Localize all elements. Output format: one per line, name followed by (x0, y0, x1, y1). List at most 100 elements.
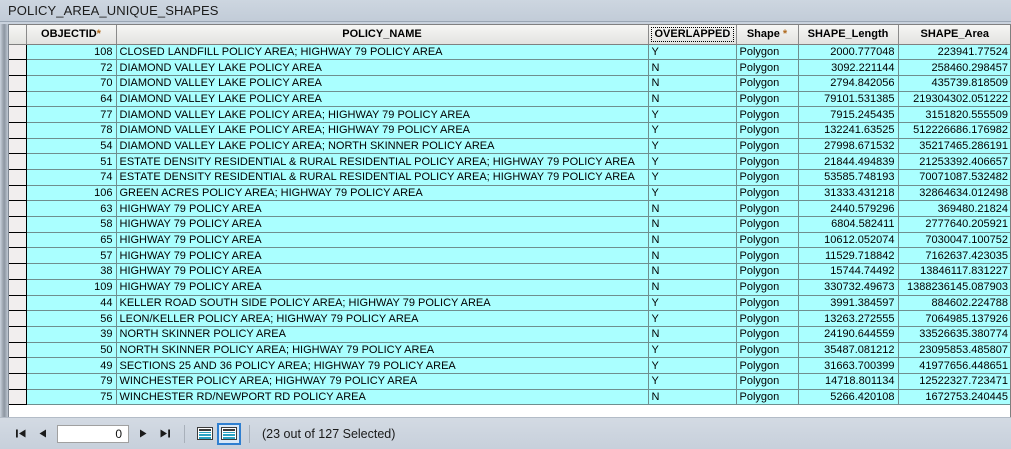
row-cell-objectid[interactable]: 64 (26, 91, 117, 108)
row-cell-objectid[interactable]: 70 (26, 75, 117, 92)
last-record-button[interactable] (154, 424, 176, 444)
row-cell-overlapped[interactable]: Y (648, 44, 737, 61)
row-cell-overlapped[interactable]: N (648, 279, 737, 296)
table-row[interactable]: 44 KELLER ROAD SOUTH SIDE POLICY AREA; HI… (9, 294, 1010, 312)
row-cell-shape[interactable]: Polygon (736, 326, 799, 343)
row-cell-overlapped[interactable]: Y (648, 357, 737, 374)
row-selector-cell[interactable] (9, 169, 27, 186)
row-cell-objectid[interactable]: 57 (26, 247, 117, 265)
row-selector-cell[interactable] (9, 372, 27, 390)
row-cell-shape-length[interactable]: 10612.052074 (798, 232, 899, 249)
table-row[interactable]: 106 GREEN ACRES POLICY AREA; HIGHWAY 79 P… (9, 184, 1010, 202)
table-view-button[interactable] (193, 423, 217, 445)
row-cell-shape-area[interactable]: 258460.298457 (898, 59, 1010, 76)
row-cell-shape[interactable]: Polygon (736, 295, 799, 312)
row-cell-shape-length[interactable]: 2440.579296 (798, 200, 899, 218)
row-cell-shape-length[interactable]: 132241.63525 (798, 122, 899, 139)
row-cell-shape-length[interactable]: 79101.531385 (798, 91, 899, 108)
row-selector-cell[interactable] (9, 137, 27, 155)
row-cell-objectid[interactable]: 56 (26, 310, 117, 327)
row-cell-shape[interactable]: Polygon (736, 263, 799, 280)
row-cell-policy-name[interactable]: LEON/KELLER POLICY AREA; HIGHWAY 79 POLI… (116, 310, 649, 327)
row-cell-shape-area[interactable]: 223941.77524 (898, 44, 1010, 61)
row-cell-policy-name[interactable]: ESTATE DENSITY RESIDENTIAL & RURAL RESID… (116, 153, 649, 170)
row-cell-shape-area[interactable]: 1388236145.087903 (898, 279, 1010, 296)
row-cell-policy-name[interactable]: NORTH SKINNER POLICY AREA; HIGHWAY 79 PO… (116, 342, 649, 359)
row-cell-policy-name[interactable]: HIGHWAY 79 POLICY AREA (116, 200, 649, 218)
column-header-selector[interactable] (9, 25, 27, 45)
table-row[interactable]: 109 HIGHWAY 79 POLICY AREA N Polygon 330732.… (9, 278, 1010, 296)
row-selector-cell[interactable] (9, 90, 27, 108)
row-selector-cell[interactable] (9, 263, 27, 280)
row-cell-shape-length[interactable]: 2794.842056 (798, 75, 899, 92)
row-cell-shape[interactable]: Polygon (736, 91, 799, 108)
table-row[interactable]: 65 HIGHWAY 79 POLICY AREA N Polygon 10612.05… (9, 231, 1010, 249)
row-cell-shape-area[interactable]: 41977656.448651 (898, 357, 1010, 374)
row-cell-overlapped[interactable]: N (648, 75, 737, 92)
row-selector-cell[interactable] (9, 200, 27, 218)
row-cell-shape-area[interactable]: 23095853.485807 (898, 342, 1010, 359)
row-selector-cell[interactable] (9, 216, 27, 233)
column-header-policy-name[interactable]: POLICY_NAME (116, 25, 649, 45)
row-cell-objectid[interactable]: 77 (26, 106, 117, 123)
row-cell-shape-area[interactable]: 13846117.831227 (898, 263, 1010, 280)
row-cell-shape-area[interactable]: 884602.224788 (898, 295, 1010, 312)
row-cell-shape-area[interactable]: 35217465.286191 (898, 138, 1010, 155)
row-cell-shape-area[interactable]: 7064985.137926 (898, 310, 1010, 327)
show-selected-records-button[interactable] (217, 422, 241, 445)
table-row[interactable]: 78 DIAMOND VALLEY LAKE POLICY AREA; HIGHW… (9, 121, 1010, 139)
row-cell-shape-length[interactable]: 31333.431218 (798, 185, 899, 202)
row-selector-cell[interactable] (9, 153, 27, 170)
row-selector-cell[interactable] (9, 341, 27, 359)
row-selector-cell[interactable] (9, 121, 27, 139)
row-cell-shape-area[interactable]: 512226686.176982 (898, 122, 1010, 139)
row-selector-cell[interactable] (9, 247, 27, 265)
row-cell-overlapped[interactable]: N (648, 216, 737, 233)
row-cell-shape-area[interactable]: 7030047.100752 (898, 232, 1010, 249)
table-row[interactable]: 79 WINCHESTER POLICY AREA; HIGHWAY 79 POL… (9, 372, 1010, 390)
row-cell-overlapped[interactable]: N (648, 326, 737, 343)
row-cell-overlapped[interactable]: Y (648, 138, 737, 155)
row-cell-overlapped[interactable]: N (648, 91, 737, 108)
table-row[interactable]: 63 HIGHWAY 79 POLICY AREA N Polygon 2440.579… (9, 200, 1010, 218)
row-cell-overlapped[interactable]: Y (648, 373, 737, 390)
row-cell-objectid[interactable]: 39 (26, 326, 117, 343)
row-cell-shape-length[interactable]: 21844.494839 (798, 153, 899, 170)
row-cell-overlapped[interactable]: Y (648, 169, 737, 186)
row-selector-cell[interactable] (9, 294, 27, 312)
row-selector-cell[interactable] (9, 325, 27, 343)
row-cell-overlapped[interactable]: Y (648, 295, 737, 312)
table-row[interactable]: 51 ESTATE DENSITY RESIDENTIAL & RURAL RES… (9, 153, 1010, 170)
row-cell-policy-name[interactable]: CLOSED LANDFILL POLICY AREA; HIGHWAY 79 … (116, 44, 649, 61)
table-row[interactable]: 75 WINCHESTER RD/NEWPORT RD POLICY AREA N P… (9, 388, 1010, 406)
row-cell-overlapped[interactable]: Y (648, 153, 737, 170)
row-cell-shape[interactable]: Polygon (736, 106, 799, 123)
row-cell-policy-name[interactable]: SECTIONS 25 AND 36 POLICY AREA; HIGHWAY … (116, 357, 649, 374)
row-cell-shape[interactable]: Polygon (736, 153, 799, 170)
row-cell-policy-name[interactable]: KELLER ROAD SOUTH SIDE POLICY AREA; HIGH… (116, 295, 649, 312)
table-row[interactable]: 108 CLOSED LANDFILL POLICY AREA; HIGHWAY … (9, 43, 1010, 61)
row-cell-shape[interactable]: Polygon (736, 200, 799, 218)
row-cell-policy-name[interactable]: HIGHWAY 79 POLICY AREA (116, 232, 649, 249)
row-cell-objectid[interactable]: 38 (26, 263, 117, 280)
row-cell-overlapped[interactable]: Y (648, 310, 737, 327)
row-cell-shape[interactable]: Polygon (736, 247, 799, 265)
row-cell-policy-name[interactable]: ESTATE DENSITY RESIDENTIAL & RURAL RESID… (116, 169, 649, 186)
table-row[interactable]: 57 HIGHWAY 79 POLICY AREA N Polygon 11529.71… (9, 247, 1010, 265)
row-cell-overlapped[interactable]: N (648, 59, 737, 76)
row-cell-shape-length[interactable]: 31663.700399 (798, 357, 899, 374)
column-header-shape[interactable]: Shape * (736, 25, 799, 45)
row-cell-shape[interactable]: Polygon (736, 357, 799, 374)
row-cell-shape-length[interactable]: 24190.644559 (798, 326, 899, 343)
row-cell-shape-area[interactable]: 70071087.532482 (898, 169, 1010, 186)
row-cell-shape[interactable]: Polygon (736, 122, 799, 139)
row-cell-shape-area[interactable]: 21253392.406657 (898, 153, 1010, 170)
row-cell-shape-area[interactable]: 32864634.012498 (898, 185, 1010, 202)
row-selector-cell[interactable] (9, 184, 27, 202)
row-cell-policy-name[interactable]: DIAMOND VALLEY LAKE POLICY AREA; NORTH S… (116, 138, 649, 155)
row-cell-policy-name[interactable]: DIAMOND VALLEY LAKE POLICY AREA (116, 91, 649, 108)
row-cell-shape[interactable]: Polygon (736, 310, 799, 327)
row-cell-objectid[interactable]: 58 (26, 216, 117, 233)
table-row[interactable]: 58 HIGHWAY 79 POLICY AREA N Polygon 6804.582… (9, 216, 1010, 233)
row-cell-shape-area[interactable]: 435739.818509 (898, 75, 1010, 92)
